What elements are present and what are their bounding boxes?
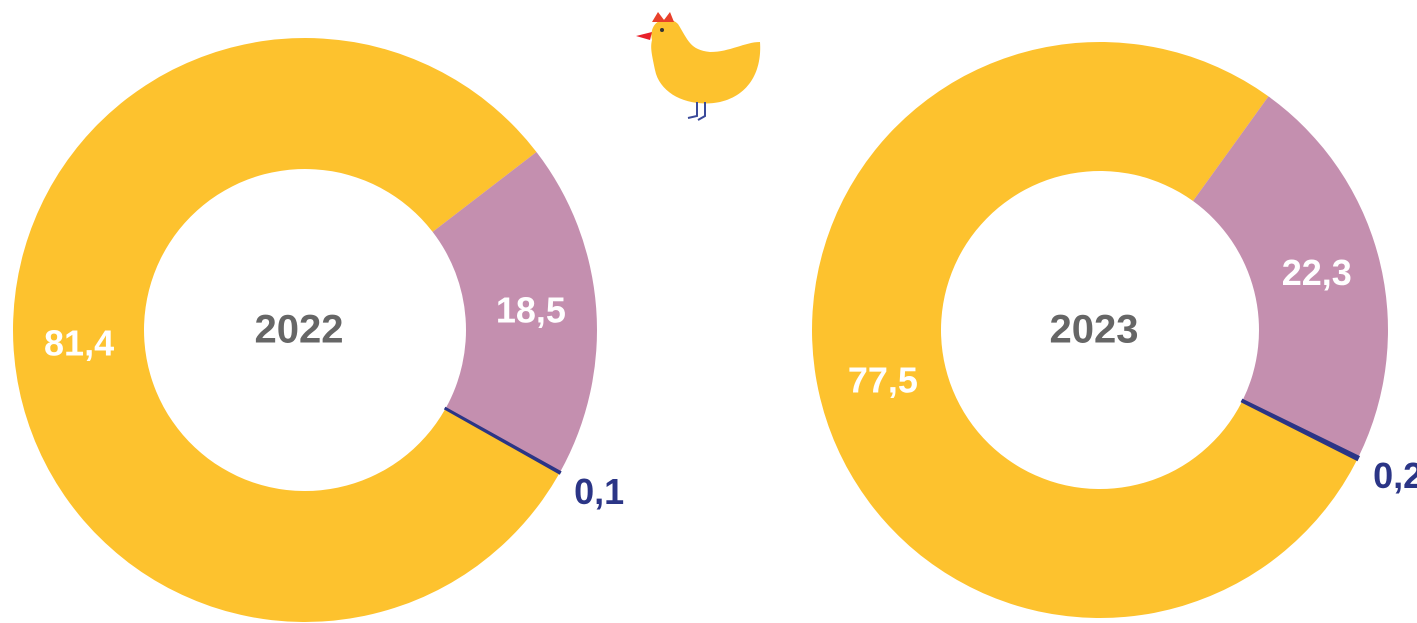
- chicken-icon: [636, 12, 760, 120]
- chart: 81,4 18,5 0,1 2022 77,5 22,3 0,2 2023: [0, 0, 1417, 623]
- page: 81,418,50,1202277,522,30,22023 (() => { …: [0, 0, 1417, 623]
- value-label: 81,4: [44, 323, 114, 364]
- value-label: 77,5: [848, 359, 918, 400]
- donut-center-title: 2022: [255, 308, 344, 352]
- value-label: 0,2: [1373, 455, 1417, 496]
- value-label: 0,1: [574, 471, 624, 512]
- value-label: 22,3: [1282, 252, 1352, 293]
- donut-center-title: 2023: [1050, 308, 1139, 352]
- value-label: 18,5: [496, 290, 566, 331]
